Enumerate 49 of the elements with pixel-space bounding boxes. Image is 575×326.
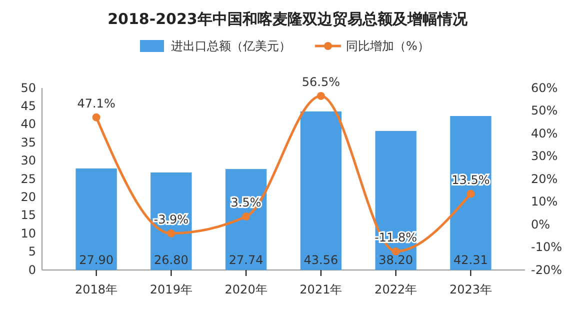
y-tick-label: 10 [20,226,36,240]
point [167,229,176,238]
x-tick-label: 2019年 [150,282,192,296]
y-tick-label: 5 [28,244,36,259]
bar [76,168,117,270]
y-tick-label: 35 [20,135,36,150]
y2-tick-label: 0% [531,217,550,232]
data-label: 13.5% [452,172,490,187]
data-label: 43.56 [304,253,338,267]
bar [300,111,342,270]
data-label: 38.20 [378,253,414,267]
y2-tick-label: 20% [531,172,558,186]
chart-title: 2018-2023年中国和喀麦隆双边贸易总额及增幅情况 [108,10,468,28]
point [392,247,400,256]
x-tick-label: 2018年 [75,282,118,296]
x-tick-label: 2020年 [224,282,268,296]
y-tick-label: 20 [20,190,36,204]
y-tick-label: 50 [20,80,36,95]
y-tick-label: 45 [20,99,36,114]
data-label: 27.74 [228,253,264,267]
point [316,92,325,100]
legend-label: 同比增加（%） [346,39,430,53]
data-label: 26.80 [154,253,188,267]
point [92,113,100,122]
y-tick-label: 15 [20,208,36,222]
y2-tick-label: 30% [531,149,558,164]
y-tick-label: 40 [20,117,36,132]
data-label: -3.9% [154,212,189,226]
y-tick-label: 25 [20,172,36,186]
bar [375,130,416,270]
y2-tick-label: -20% [531,262,562,277]
y2-tick-label: 40% [531,126,558,140]
point [466,190,475,198]
point [242,212,250,221]
y-tick-label: 30 [20,154,36,168]
y2-tick-label: 50% [531,104,558,118]
data-label: 47.1% [77,96,116,110]
y2-tick-label: 60% [531,80,558,95]
data-label: 27.90 [79,253,114,267]
y2-tick-label: -10% [531,240,562,254]
data-label: 56.5% [302,74,340,89]
x-tick-label: 2023年 [449,282,492,296]
legend-label: 进出口总额（亿美元） [171,39,291,53]
bar [450,116,492,270]
x-tick-label: 2022年 [374,282,418,296]
y2-tick-label: 10% [531,194,558,209]
data-label: 42.31 [454,253,488,267]
y-tick-label: 0 [28,262,36,277]
x-tick-label: 2021年 [300,282,342,296]
